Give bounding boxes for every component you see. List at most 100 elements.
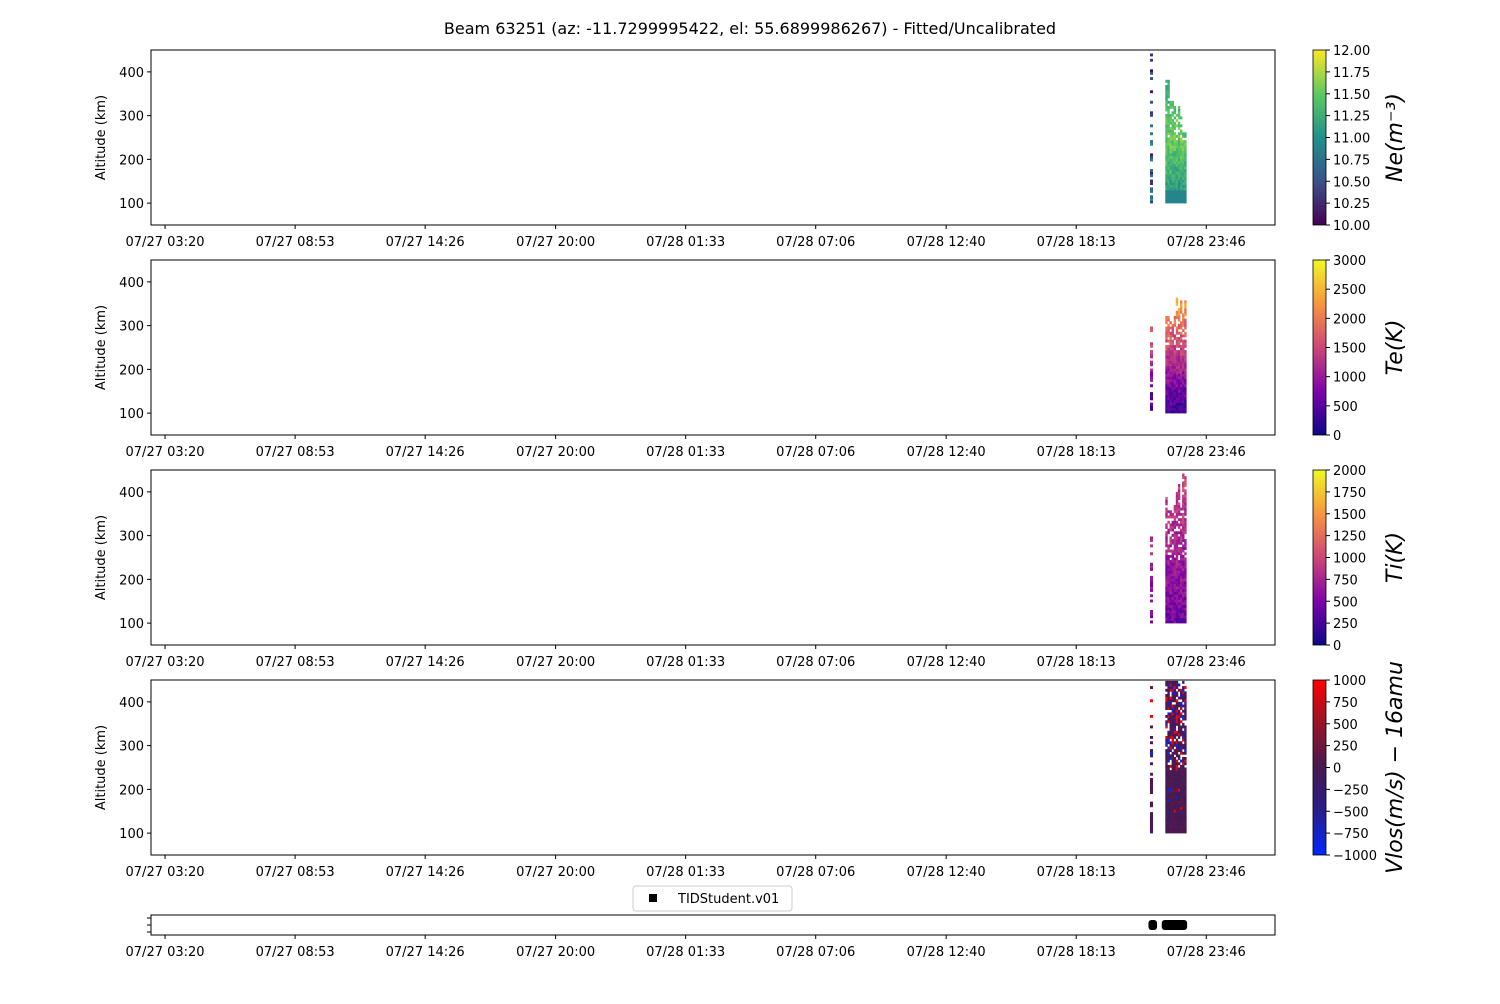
- heatmap-cell: [1165, 604, 1168, 608]
- heatmap-cell: [1150, 586, 1153, 590]
- heatmap-cell: [1169, 796, 1172, 800]
- heatmap-cell: [1184, 617, 1187, 621]
- heatmap-cell: [1171, 179, 1174, 183]
- heatmap-cell: [1180, 586, 1183, 590]
- heatmap-cell: [1175, 565, 1179, 569]
- x-tick-label: 07/27 03:20: [126, 865, 205, 880]
- heatmap-cell: [1171, 190, 1174, 193]
- heatmap-cell: [1175, 770, 1179, 773]
- heatmap-cell: [1177, 709, 1181, 713]
- heatmap-cell: [1173, 793, 1177, 797]
- heatmap-cell: [1169, 334, 1172, 338]
- heatmap-cell: [1173, 715, 1177, 718]
- heatmap-cell: [1165, 106, 1168, 109]
- heatmap-cell: [1171, 602, 1174, 605]
- heatmap-cell: [1165, 804, 1168, 808]
- heatmap-cell: [1165, 801, 1168, 805]
- heatmap-cell: [1165, 720, 1168, 724]
- colorbar-tick-label: 1250: [1333, 530, 1366, 545]
- heatmap-cell: [1184, 407, 1187, 411]
- heatmap-cell: [1182, 751, 1185, 755]
- heatmap-cell: [1167, 197, 1170, 201]
- heatmap-cell: [1167, 775, 1170, 779]
- heatmap-cell: [1182, 575, 1185, 579]
- heatmap-cell: [1173, 775, 1177, 779]
- heatmap-cell: [1167, 594, 1170, 598]
- heatmap-cell: [1177, 363, 1181, 367]
- heatmap-cell: [1177, 812, 1181, 815]
- heatmap-cell: [1167, 825, 1170, 829]
- heatmap-cell: [1165, 575, 1168, 579]
- heatmap-cell: [1171, 796, 1174, 800]
- heatmap-cell: [1177, 323, 1181, 327]
- heatmap-cell: [1169, 103, 1172, 107]
- heatmap-cell: [1182, 536, 1185, 540]
- heatmap-cell: [1173, 510, 1177, 514]
- heatmap-cell: [1175, 686, 1179, 689]
- x-tick-label: 07/27 08:53: [256, 445, 335, 460]
- heatmap-cell: [1177, 161, 1181, 164]
- heatmap-cell: [1169, 376, 1172, 380]
- heatmap-cell: [1182, 827, 1185, 831]
- heatmap-cell: [1173, 381, 1177, 385]
- heatmap-cell: [1165, 793, 1168, 797]
- heatmap-cell: [1169, 728, 1172, 731]
- heatmap-cell: [1169, 741, 1172, 745]
- heatmap-cell: [1175, 331, 1179, 335]
- heatmap-cell: [1171, 166, 1174, 170]
- heatmap-cell: [1175, 796, 1179, 800]
- heatmap-cell: [1167, 791, 1170, 794]
- x-tick-label: 07/27 20:00: [516, 655, 595, 670]
- heatmap-cell: [1173, 142, 1177, 146]
- heatmap-cell: [1184, 814, 1187, 818]
- heatmap-cell: [1177, 491, 1181, 495]
- x-tick-label: 07/28 07:06: [776, 445, 855, 460]
- heatmap-cell: [1184, 384, 1187, 388]
- heatmap-cell: [1175, 124, 1179, 128]
- heatmap-cell: [1180, 759, 1183, 763]
- heatmap-cell: [1175, 155, 1179, 159]
- heatmap-cell: [1175, 365, 1179, 369]
- heatmap-cell: [1167, 751, 1170, 755]
- y-tick-label: 200: [119, 153, 144, 168]
- heatmap-cell: [1182, 410, 1185, 414]
- x-tick-label: 07/28 07:06: [776, 865, 855, 880]
- heatmap-cell: [1180, 602, 1183, 605]
- heatmap-cell: [1184, 749, 1187, 752]
- heatmap-cell: [1182, 612, 1185, 616]
- heatmap-cell: [1173, 533, 1177, 537]
- heatmap-cell: [1169, 397, 1172, 401]
- heatmap-cell: [1167, 334, 1170, 338]
- x-tick-label: 07/27 20:00: [516, 945, 595, 960]
- heatmap-cell: [1173, 759, 1177, 763]
- heatmap-cell: [1180, 148, 1183, 151]
- heatmap-cell: [1165, 806, 1168, 810]
- heatmap-cell: [1182, 680, 1185, 684]
- heatmap-cell: [1177, 179, 1181, 183]
- heatmap-cell: [1175, 376, 1179, 380]
- colorbar-tick-label: 12.00: [1333, 44, 1370, 59]
- heatmap-cell: [1175, 596, 1179, 600]
- heatmap-cell: [1177, 124, 1181, 128]
- heatmap-cell: [1182, 179, 1185, 183]
- heatmap-cell: [1175, 701, 1179, 705]
- heatmap-cell: [1171, 539, 1174, 542]
- heatmap-cell: [1169, 806, 1172, 810]
- heatmap-te: [1150, 297, 1187, 414]
- heatmap-cell: [1175, 712, 1179, 716]
- heatmap-cell: [1173, 389, 1177, 393]
- x-tick-label: 07/27 08:53: [256, 945, 335, 960]
- heatmap-cell: [1184, 376, 1187, 380]
- heatmap-cell: [1182, 583, 1185, 587]
- heatmap-cell: [1165, 586, 1168, 590]
- heatmap-cell: [1184, 796, 1187, 800]
- heatmap-cell: [1180, 778, 1183, 781]
- heatmap-cell: [1173, 696, 1177, 700]
- heatmap-cell: [1180, 791, 1183, 794]
- heatmap-cell: [1171, 599, 1174, 603]
- heatmap-cell: [1180, 520, 1183, 524]
- heatmap-cell: [1171, 610, 1174, 613]
- heatmap-cell: [1182, 171, 1185, 175]
- heatmap-cell: [1150, 827, 1153, 831]
- heatmap-cell: [1175, 586, 1179, 590]
